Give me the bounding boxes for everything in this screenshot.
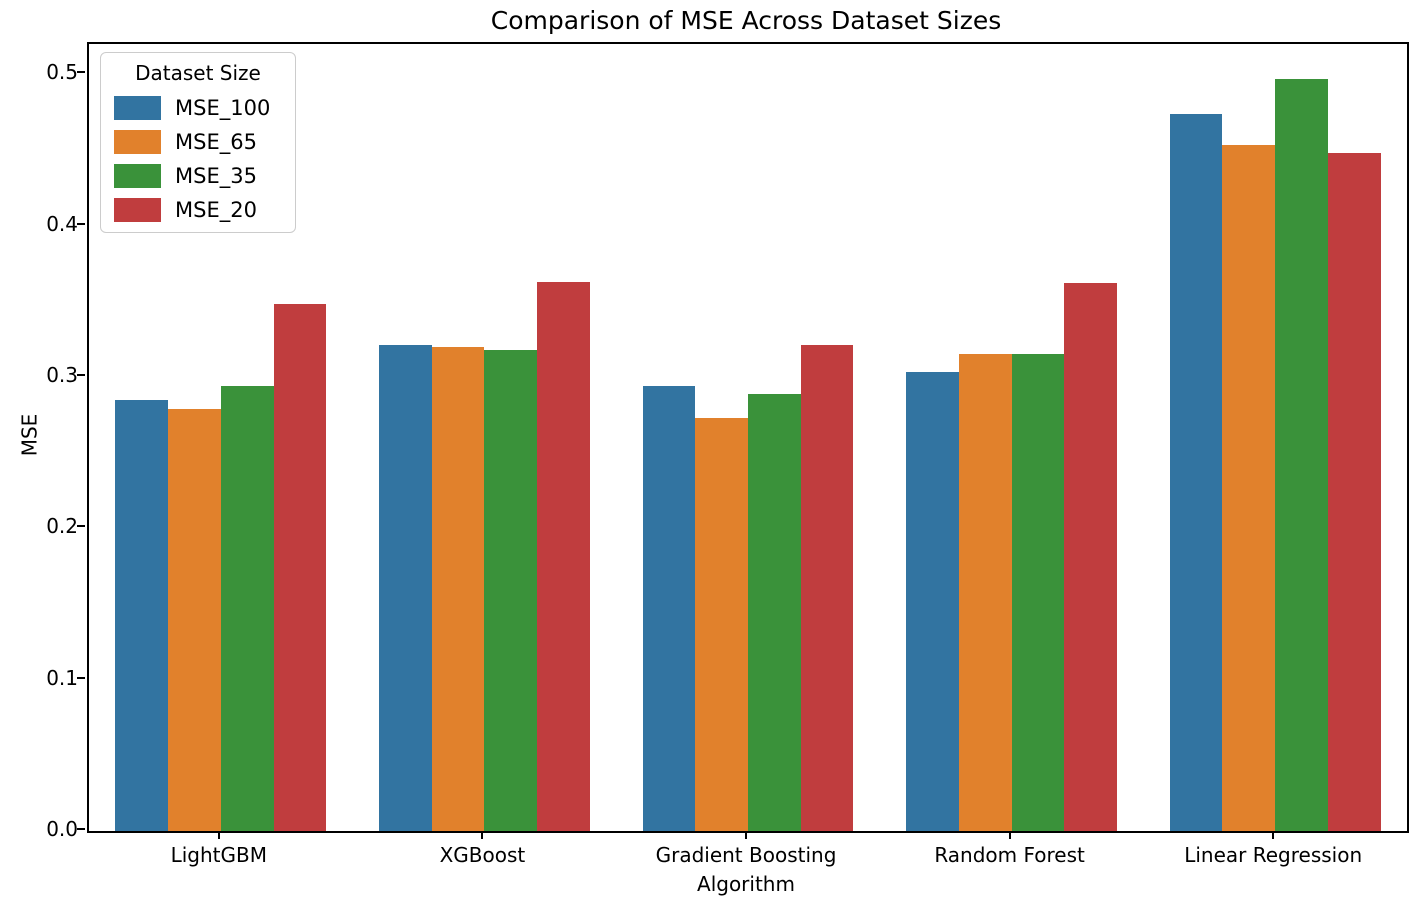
legend-label: MSE_35 — [175, 164, 257, 188]
bar-MSE_20-gradient-boosting — [800, 345, 854, 831]
bar-MSE_35-linear-regression — [1275, 78, 1328, 831]
x-tick-label: XGBoost — [439, 843, 526, 867]
x-tick-label: LightGBM — [170, 843, 267, 867]
bar-MSE_20-lightgbm — [273, 304, 327, 831]
x-axis-label: Algorithm — [697, 872, 795, 896]
bar-MSE_35-gradient-boosting — [748, 393, 801, 831]
x-tick-label: Gradient Boosting — [655, 843, 837, 867]
legend-label: MSE_100 — [175, 96, 271, 120]
legend-swatch-icon — [114, 96, 161, 120]
y-tick-mark — [77, 828, 85, 830]
bar-MSE_35-xgboost — [484, 349, 538, 831]
y-tick-label: 0.5 — [46, 60, 78, 85]
y-tick-label: 0.0 — [46, 817, 78, 841]
x-tick-mark — [745, 831, 747, 839]
bar-MSE_65-linear-regression — [1222, 145, 1276, 831]
bar-MSE_65-gradient-boosting — [695, 417, 748, 831]
x-tick-label: Random Forest — [934, 843, 1085, 867]
chart-title: Comparison of MSE Across Dataset Sizes — [490, 6, 1002, 35]
y-tick-label: 0.2 — [46, 514, 78, 539]
y-tick-mark — [77, 71, 85, 74]
y-tick-mark — [77, 222, 85, 225]
legend-entry-MSE_65: MSE_65 — [114, 130, 282, 154]
legend-swatch-icon — [114, 164, 161, 188]
bar-MSE_65-lightgbm — [168, 408, 221, 831]
x-tick-mark — [217, 831, 220, 839]
bar-MSE_65-xgboost — [431, 346, 485, 831]
bar-MSE_100-gradient-boosting — [642, 386, 696, 831]
legend-label: MSE_65 — [175, 130, 257, 154]
legend-swatch-icon — [114, 198, 161, 222]
y-tick-mark — [77, 525, 85, 528]
plot-area: Dataset Size MSE_100 MSE_65 MSE_35 MSE_20 — [87, 42, 1409, 833]
x-tick-mark — [1008, 831, 1011, 839]
legend-title: Dataset Size — [135, 61, 261, 85]
x-tick-mark — [481, 831, 484, 839]
bar-MSE_100-random-forest — [906, 372, 959, 831]
legend: Dataset Size MSE_100 MSE_65 MSE_35 MSE_20 — [100, 52, 296, 233]
legend-entry-MSE_100: MSE_100 — [114, 96, 282, 120]
x-tick-label: Linear Regression — [1184, 843, 1363, 867]
y-tick-mark — [77, 373, 85, 376]
legend-label: MSE_20 — [175, 198, 257, 222]
bar-MSE_20-linear-regression — [1327, 152, 1381, 831]
x-tick-mark — [1272, 831, 1275, 839]
bar-MSE_100-linear-regression — [1169, 113, 1223, 831]
legend-entry-MSE_20: MSE_20 — [114, 198, 282, 222]
bar-MSE_35-lightgbm — [220, 386, 274, 831]
bar-MSE_20-random-forest — [1064, 283, 1118, 831]
bar-MSE_20-xgboost — [537, 281, 590, 831]
bar-MSE_65-random-forest — [958, 354, 1012, 831]
y-tick-label: 0.3 — [46, 362, 78, 387]
legend-swatch-icon — [114, 130, 161, 154]
bar-MSE_35-random-forest — [1011, 354, 1065, 831]
y-tick-mark — [77, 676, 85, 679]
y-axis-label: MSE — [17, 413, 42, 457]
y-tick-label: 0.1 — [46, 665, 78, 690]
bar-MSE_100-lightgbm — [115, 399, 169, 831]
bar-MSE_100-xgboost — [378, 345, 432, 831]
y-tick-label: 0.4 — [46, 211, 78, 236]
legend-entry-MSE_35: MSE_35 — [114, 164, 282, 188]
